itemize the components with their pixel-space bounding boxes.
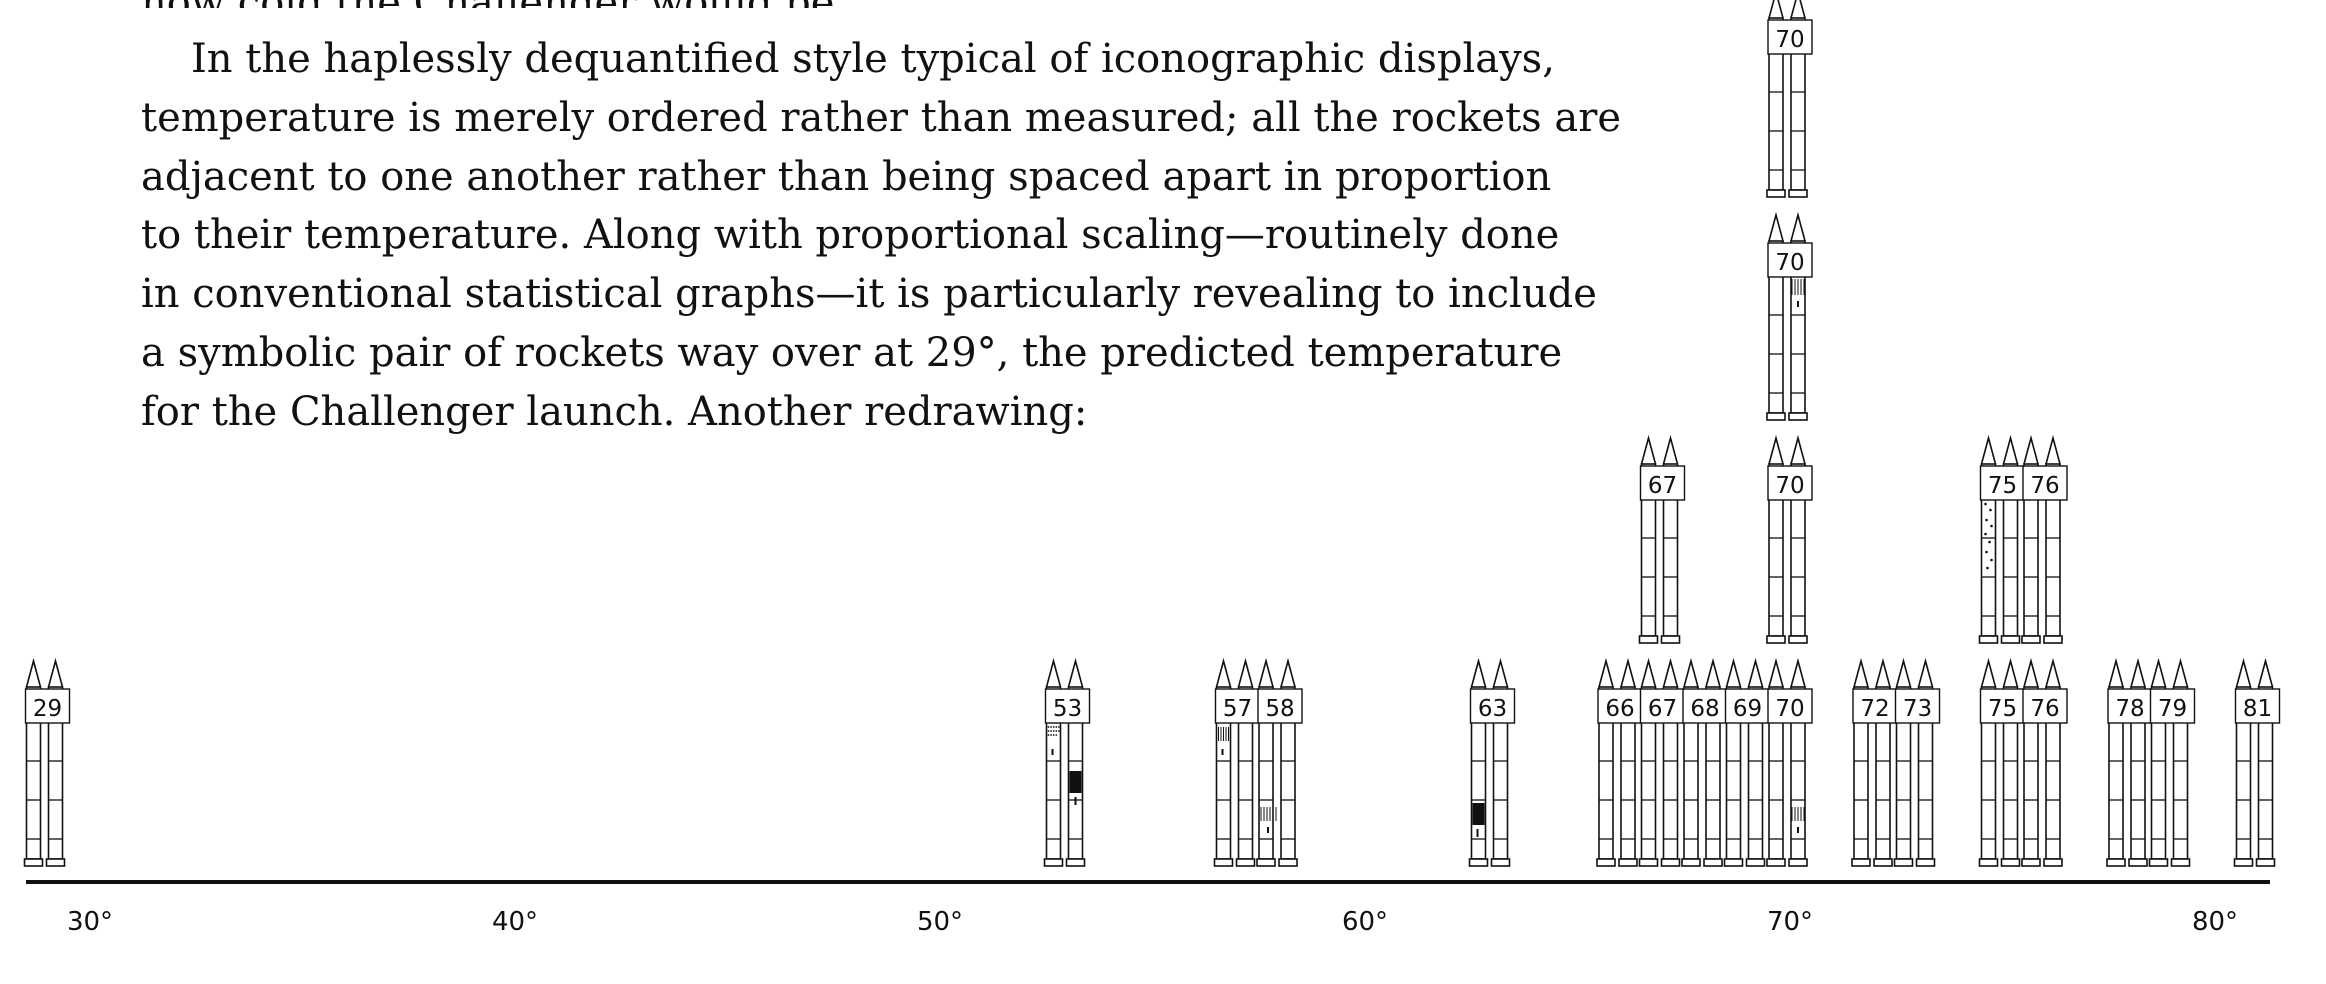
text-line-6: a symbolic pair of rockets way over at 2… [141, 329, 1563, 376]
damage-mark [1047, 726, 1050, 728]
x-tick-label: 70° [1767, 907, 1813, 937]
rocket-temp-label: 76 [2030, 473, 2059, 499]
damage-mark [1472, 803, 1485, 825]
damage-mark [1985, 518, 1988, 522]
rocket-pair: 73 [1893, 657, 1941, 867]
rocket-pair: 57 [1213, 657, 1261, 867]
rocket-pair: 70 [1766, 211, 1813, 421]
rocket-pair: 67 [1638, 657, 1686, 867]
damage-mark [1986, 566, 1989, 570]
rocket-temp-label: 29 [33, 696, 62, 722]
rocket-pair: 69 [1723, 657, 1771, 867]
damage-mark [1989, 508, 1992, 512]
damage-mark [1050, 726, 1052, 728]
rocket-pair: 53 [1043, 657, 1091, 867]
rocket-pair: 70 [1766, 657, 1813, 867]
rocket-temp-label: 68 [1690, 696, 1719, 722]
damage-mark [1069, 771, 1082, 793]
rocket-temp-label: 76 [2030, 696, 2059, 722]
x-tick-label: 40° [492, 907, 538, 937]
damage-mark [1052, 726, 1055, 728]
text-line-cut: how cold the Challenger would be. [141, 0, 1481, 8]
rocket-temp-label: 69 [1733, 696, 1762, 722]
rocket-temp-label: 81 [2243, 696, 2272, 722]
rocket-temp-label: 53 [1053, 696, 1082, 722]
rocket-temp-label: 63 [1478, 696, 1507, 722]
rocket-pair: 67 [1638, 434, 1686, 644]
damage-mark [1047, 730, 1050, 732]
rocket-temp-label: 70 [1775, 473, 1804, 499]
text-line-5: in conventional statistical graphs—it is… [141, 271, 1597, 318]
rocket-temp-label: 66 [1605, 696, 1634, 722]
damage-mark [1985, 550, 1988, 554]
damage-mark [1055, 730, 1058, 732]
rocket-temp-label: 57 [1223, 696, 1252, 722]
damage-mark [1990, 558, 1993, 562]
rocket-temp-label: 70 [1775, 250, 1804, 276]
x-tick-label: 60° [1342, 907, 1388, 937]
text-line-2: temperature is merely ordered rather tha… [141, 94, 1622, 141]
rocket-pair: 70 [1766, 434, 1813, 644]
rocket-temp-label: 67 [1648, 473, 1677, 499]
damage-mark [1052, 730, 1055, 732]
damage-mark [1988, 540, 1991, 544]
x-tick-label: 80° [2192, 907, 2238, 937]
rocket-temp-label: 72 [1860, 696, 1889, 722]
damage-mark [1058, 730, 1060, 732]
rocket-pair: 29 [23, 657, 71, 867]
rocket-pair: 76 [2021, 657, 2068, 867]
damage-mark [1058, 726, 1060, 728]
x-tick-label: 30° [67, 907, 113, 937]
rocket-temp-label: 70 [1775, 696, 1804, 722]
rocket-pair: 81 [2233, 657, 2281, 867]
text-line-7: for the Challenger launch. Another redra… [141, 388, 1088, 435]
rocket-pair: 70 [1766, 0, 1813, 198]
rocket-temp-label: 58 [1265, 696, 1294, 722]
rocket-pair: 66 [1596, 657, 1643, 867]
rocket-pair: 76 [2021, 434, 2068, 644]
rocket-pair: 75 [1978, 657, 2026, 867]
rocket-pair: 63 [1468, 657, 1516, 867]
rocket-pair: 58 [1256, 657, 1303, 867]
rocket-temp-label: 75 [1988, 473, 2017, 499]
text-line-4: to their temperature. Along with proport… [141, 212, 1560, 259]
damage-mark [1990, 524, 1993, 528]
x-tick-label: 50° [917, 907, 963, 937]
rocket-pair: 78 [2106, 657, 2153, 867]
rocket-temp-label: 75 [1988, 696, 2017, 722]
rocket-temp-label: 70 [1775, 27, 1804, 53]
damage-mark [1050, 730, 1052, 732]
rocket-temp-label: 67 [1648, 696, 1677, 722]
damage-mark [1055, 734, 1058, 736]
text-line-3: adjacent to one another rather than bein… [141, 153, 1552, 200]
rocket-pair: 68 [1681, 657, 1728, 867]
rocket-pair: 79 [2148, 657, 2196, 867]
damage-mark [1055, 726, 1058, 728]
rocket-temp-label: 78 [2115, 696, 2144, 722]
article-text: how cold the Challenger would be. In the… [141, 0, 1622, 442]
rocket-pair: 75 [1978, 434, 2026, 644]
damage-mark [1984, 532, 1987, 536]
text-line-1: In the haplessly dequantified style typi… [191, 36, 1555, 82]
damage-mark [1050, 734, 1052, 736]
damage-mark [1984, 502, 1987, 506]
rocket-pair: 72 [1851, 657, 1898, 867]
damage-mark [1052, 734, 1055, 736]
rocket-temp-label: 73 [1903, 696, 1932, 722]
damage-mark [1047, 734, 1050, 736]
rocket-temp-label: 79 [2158, 696, 2187, 722]
